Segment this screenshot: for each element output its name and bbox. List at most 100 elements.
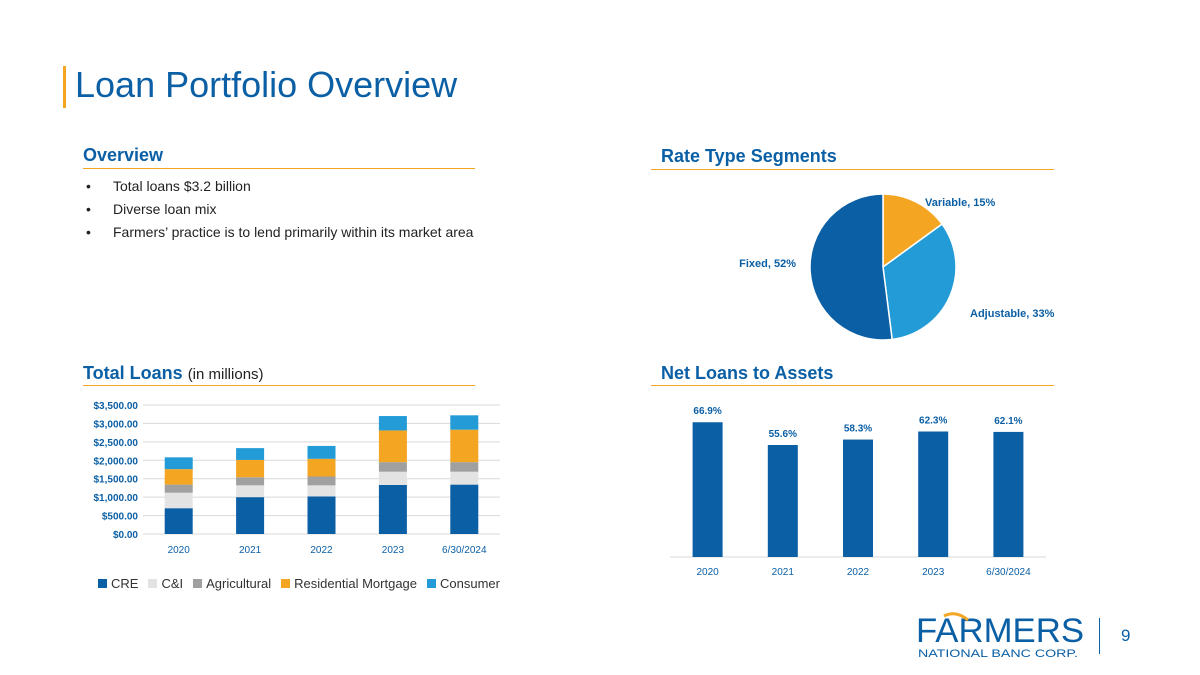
net-loans-bar-6-30-2024 — [993, 431, 1024, 557]
legend-item: CRE — [98, 576, 138, 591]
y-tick-label: $0.00 — [113, 530, 138, 541]
legend-swatch — [427, 579, 437, 589]
bar-residential-mortgage-2020 — [164, 469, 193, 485]
x-tick-label: 2021 — [772, 567, 795, 578]
x-tick-label: 2021 — [239, 545, 262, 556]
pie-label-fixed: Fixed, 52% — [739, 258, 796, 270]
bar-c-i-2022 — [307, 485, 336, 497]
bar-agricultural-2020 — [164, 484, 193, 493]
bar-agricultural-2021 — [236, 477, 265, 486]
y-tick-label: $1,000.00 — [94, 493, 139, 504]
rate-type-rule — [651, 169, 1054, 170]
y-tick-label: $2,500.00 — [94, 438, 139, 449]
farmers-logo: FARMERS NATIONAL BANC CORP. — [916, 612, 1084, 660]
data-label: 55.6% — [769, 429, 797, 440]
bar-c-i-2023 — [378, 471, 407, 485]
x-tick-label: 6/30/2024 — [986, 567, 1031, 578]
logo-divider — [1099, 618, 1100, 654]
y-tick-label: $3,500.00 — [94, 401, 139, 412]
net-loans-bar-2022 — [843, 439, 873, 557]
bar-residential-mortgage-2022 — [307, 458, 336, 477]
bar-residential-mortgage-2023 — [378, 430, 407, 463]
bar-agricultural-2023 — [378, 462, 407, 472]
bar-c-i-2021 — [236, 485, 265, 498]
pie-slice-adjustable — [882, 223, 957, 341]
total-loans-rule — [83, 385, 475, 386]
bar-consumer-6-30-2024 — [450, 415, 479, 430]
legend-item: Residential Mortgage — [281, 576, 417, 591]
page-title: Loan Portfolio Overview — [75, 64, 458, 105]
total-loans-legend: CRE C&I Agricultural Residential Mortgage Co… — [98, 576, 510, 591]
pie-slice-variable — [882, 193, 944, 269]
page-number: 9 — [1121, 626, 1131, 645]
total-loans-heading-text: Total Loans — [83, 363, 183, 383]
bar-cre-2021 — [236, 497, 265, 534]
bar-cre-6-30-2024 — [450, 484, 479, 534]
logo-tagline: NATIONAL BANC CORP. — [918, 648, 1078, 660]
x-tick-label: 2023 — [382, 545, 405, 556]
bar-c-i-6-30-2024 — [450, 471, 479, 485]
net-loans-bar-chart: 66.9% 2020 55.6% 2021 58.3% 2022 62.3% 2023 62.1… — [670, 406, 1046, 578]
bar-c-i-2020 — [164, 492, 193, 509]
list-item: • Farmers’ practice is to lend primarily … — [86, 224, 474, 240]
bar-consumer-2020 — [164, 457, 193, 470]
x-tick-label: 2020 — [696, 567, 719, 578]
legend-item: Agricultural — [193, 576, 271, 591]
x-tick-label: 2022 — [310, 545, 333, 556]
x-tick-label: 2022 — [847, 567, 870, 578]
total-loans-stacked-bar-chart: $0.00 $500.00 $1,000.00 $1,500.00 $2,000.00 $… — [94, 401, 500, 556]
bar-cre-2020 — [164, 508, 193, 534]
data-label: 62.1% — [994, 416, 1022, 427]
x-tick-label: 2020 — [168, 545, 191, 556]
bar-cre-2023 — [378, 484, 407, 534]
y-tick-label: $500.00 — [102, 512, 139, 523]
data-label: 62.3% — [919, 416, 947, 427]
bar-consumer-2022 — [307, 445, 336, 459]
overview-rule — [83, 168, 475, 169]
pie-label-adjustable: Adjustable, 33% — [970, 308, 1055, 320]
bar-residential-mortgage-6-30-2024 — [450, 429, 479, 463]
bar-agricultural-6-30-2024 — [450, 462, 479, 472]
logo-wordmark: FARMERS — [916, 612, 1084, 650]
net-loans-bar-2023 — [918, 431, 949, 557]
net-loans-heading: Net Loans to Assets — [661, 363, 834, 383]
legend-label: Agricultural — [206, 576, 272, 591]
legend-swatch — [281, 579, 291, 589]
pie-slice-fixed — [809, 193, 893, 341]
x-tick-label: 6/30/2024 — [442, 545, 487, 556]
legend-label: C&I — [161, 576, 184, 591]
bar-agricultural-2022 — [307, 476, 336, 486]
total-loans-heading: Total Loans (in millions) — [83, 363, 264, 384]
list-item: • Diverse loan mix — [86, 201, 217, 217]
overview-bullet-list: • Total loans $3.2 billion • Diverse loan … — [86, 178, 473, 247]
total-loans-heading-sub: (in millions) — [187, 366, 264, 383]
data-label: 58.3% — [844, 424, 872, 435]
rate-type-heading: Rate Type Segments — [661, 146, 837, 166]
net-loans-bar-2020 — [692, 422, 723, 557]
legend-label: CRE — [111, 576, 139, 591]
data-label: 66.9% — [693, 406, 721, 417]
title-accent-bar — [63, 66, 66, 108]
bar-cre-2022 — [307, 496, 336, 534]
pie-label-variable: Variable, 15% — [925, 197, 996, 209]
legend-swatch — [148, 579, 158, 589]
legend-swatch — [98, 579, 107, 589]
y-tick-label: $3,000.00 — [94, 419, 139, 430]
net-loans-bar-2021 — [767, 445, 798, 557]
bar-consumer-2023 — [378, 416, 407, 431]
legend-swatch — [193, 579, 203, 589]
y-tick-label: $1,500.00 — [94, 475, 139, 486]
legend-item: C&I — [148, 576, 183, 591]
logo-swoosh-icon — [943, 612, 969, 622]
legend-item: Consumer — [427, 576, 500, 591]
net-loans-rule — [651, 385, 1054, 386]
legend-label: Residential Mortgage — [294, 576, 418, 591]
y-tick-label: $2,000.00 — [94, 456, 139, 467]
bar-consumer-2021 — [236, 448, 265, 460]
rate-type-pie-chart: Variable, 15% Adjustable, 33% Fixed, 52% — [739, 193, 1055, 341]
bar-residential-mortgage-2021 — [236, 459, 265, 478]
legend-label: Consumer — [440, 576, 500, 591]
x-tick-label: 2023 — [922, 567, 945, 578]
list-item: • Total loans $3.2 billion — [86, 178, 251, 194]
overview-heading: Overview — [83, 145, 164, 165]
